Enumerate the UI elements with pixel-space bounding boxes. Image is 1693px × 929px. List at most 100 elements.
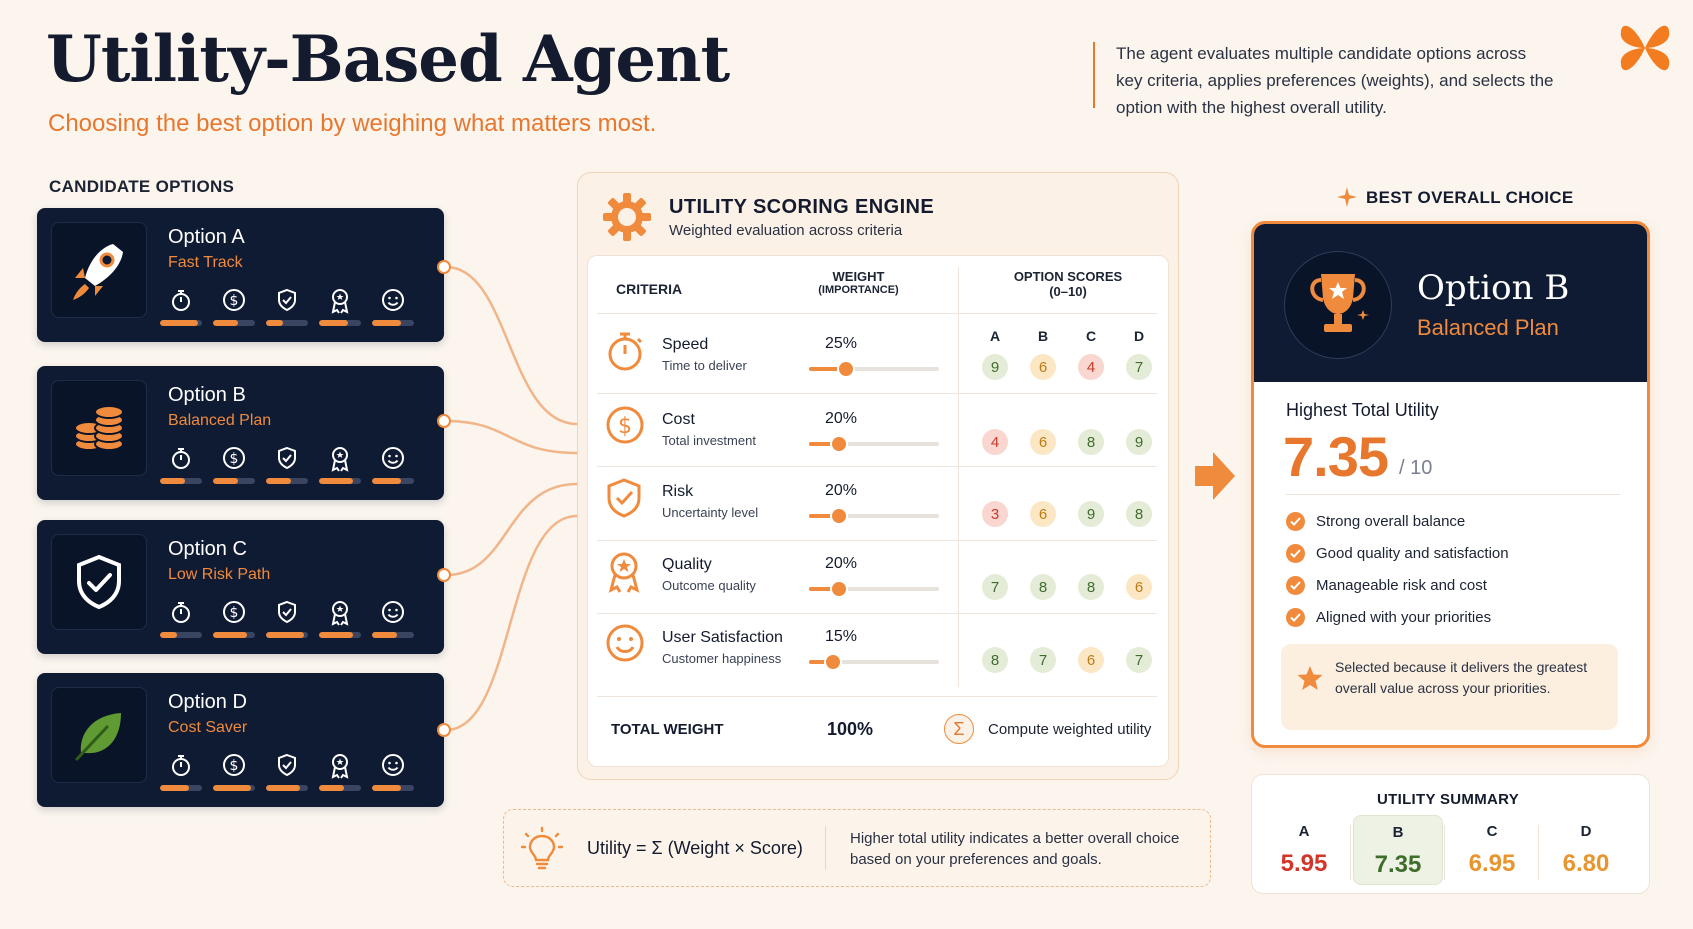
score-b: 6 bbox=[1030, 354, 1056, 380]
dollar-icon: $ bbox=[219, 600, 249, 630]
option-b-port bbox=[437, 414, 451, 428]
arrow-right-icon bbox=[1195, 452, 1235, 500]
dollar-icon: $ bbox=[219, 753, 249, 783]
shield-icon bbox=[272, 600, 302, 630]
score-d: 9 bbox=[1126, 429, 1152, 455]
weight-percent: 20% bbox=[825, 555, 858, 572]
dollar-icon: $ bbox=[219, 288, 249, 318]
page-title: Utility-Based Agent bbox=[46, 22, 730, 97]
svg-text:$: $ bbox=[230, 758, 239, 774]
utility-summary-title: UTILITY SUMMARY bbox=[1377, 791, 1519, 808]
slider-knob[interactable] bbox=[825, 655, 840, 669]
summary-divider bbox=[1538, 825, 1539, 880]
shield-icon bbox=[272, 753, 302, 783]
criteria-name: Speed bbox=[662, 336, 709, 353]
score-d: 7 bbox=[1126, 354, 1152, 380]
score-c: 4 bbox=[1078, 354, 1104, 380]
svg-text:$: $ bbox=[230, 451, 239, 467]
option-col-d: D bbox=[1133, 328, 1145, 344]
option-card-c[interactable]: Option C Low Risk Path $ bbox=[37, 520, 444, 654]
option-card-d[interactable]: Option D Cost Saver $ bbox=[37, 673, 444, 807]
criteria-level-bar bbox=[160, 785, 202, 791]
award-icon bbox=[325, 288, 355, 318]
row-divider bbox=[597, 466, 1157, 467]
summary-label: D bbox=[1580, 823, 1592, 840]
criteria-name: User Satisfaction bbox=[662, 629, 783, 646]
candidate-options-label: CANDIDATE OPTIONS bbox=[49, 177, 235, 196]
weight-slider[interactable] bbox=[809, 509, 939, 523]
option-subtitle: Low Risk Path bbox=[168, 566, 271, 583]
criteria-level-bar bbox=[266, 785, 308, 791]
criteria-level-bar bbox=[319, 785, 361, 791]
formula-divider bbox=[825, 826, 826, 870]
option-col-c: C bbox=[1085, 328, 1097, 344]
award-icon bbox=[605, 550, 643, 599]
stopwatch-icon bbox=[605, 330, 645, 377]
summary-label: C bbox=[1486, 823, 1498, 840]
row-divider bbox=[597, 393, 1157, 394]
weight-percent: 20% bbox=[825, 482, 858, 499]
sparkle-icon bbox=[1337, 187, 1357, 207]
weight-slider[interactable] bbox=[809, 655, 939, 669]
slider-knob[interactable] bbox=[838, 362, 853, 376]
rocket-icon bbox=[51, 222, 147, 318]
formula-box bbox=[503, 809, 1211, 887]
highest-utility-label: Highest Total Utility bbox=[1286, 400, 1439, 420]
weight-header: WEIGHT (IMPORTANCE) bbox=[818, 269, 899, 296]
reason-item: Strong overall balance bbox=[1286, 512, 1465, 531]
divider bbox=[1286, 494, 1620, 495]
stopwatch-icon bbox=[166, 446, 196, 476]
option-subtitle: Balanced Plan bbox=[168, 412, 272, 429]
summary-label: B bbox=[1392, 824, 1404, 841]
utility-summary-panel bbox=[1251, 774, 1650, 894]
slider-knob[interactable] bbox=[832, 582, 846, 596]
svg-text:$: $ bbox=[230, 293, 239, 309]
lightbulb-icon bbox=[520, 826, 564, 870]
engine-subtitle: Weighted evaluation across criteria bbox=[669, 222, 903, 239]
scoring-table bbox=[587, 255, 1169, 767]
criteria-level-bar bbox=[266, 478, 308, 484]
criteria-description: Time to deliver bbox=[662, 358, 747, 373]
option-subtitle: Fast Track bbox=[168, 254, 243, 271]
slider-knob[interactable] bbox=[832, 509, 846, 523]
row-divider bbox=[597, 696, 1157, 697]
engine-title: UTILITY SCORING ENGINE bbox=[669, 196, 935, 218]
summary-value: 7.35 bbox=[1374, 851, 1422, 878]
criteria-description: Total investment bbox=[662, 433, 756, 448]
score-a: 4 bbox=[982, 429, 1008, 455]
score-d: 8 bbox=[1126, 501, 1152, 527]
intro-text: The agent evaluates multiple candidate o… bbox=[1116, 44, 1554, 117]
criteria-level-bar bbox=[319, 632, 361, 638]
weight-slider[interactable] bbox=[809, 362, 939, 376]
criteria-level-bar bbox=[160, 478, 202, 484]
option-card-b[interactable]: Option B Balanced Plan $ bbox=[37, 366, 444, 500]
shield-icon bbox=[272, 288, 302, 318]
criteria-description: Outcome quality bbox=[662, 578, 756, 593]
criteria-name: Cost bbox=[662, 411, 695, 428]
weight-slider[interactable] bbox=[809, 582, 939, 596]
total-weight-value: 100% bbox=[827, 719, 874, 739]
best-option-subtitle: Balanced Plan bbox=[1417, 315, 1559, 340]
summary-divider bbox=[1350, 825, 1351, 880]
criteria-level-bar bbox=[266, 320, 308, 326]
criteria-name: Quality bbox=[662, 556, 712, 573]
scores-header: OPTION SCORES (0–10) bbox=[1013, 269, 1123, 299]
summary-divider bbox=[1444, 825, 1445, 880]
weight-slider[interactable] bbox=[809, 437, 939, 451]
page-subtitle: Choosing the best option by weighing wha… bbox=[48, 110, 657, 137]
compute-utility-button[interactable]: Compute weighted utility bbox=[988, 721, 1152, 738]
slider-knob[interactable] bbox=[832, 437, 846, 451]
score-c: 8 bbox=[1078, 429, 1104, 455]
score-c: 9 bbox=[1078, 501, 1104, 527]
score-a: 3 bbox=[982, 501, 1008, 527]
summary-option-b: B 7.35 bbox=[1353, 815, 1443, 885]
best-choice-header: Option B Balanced Plan bbox=[1254, 224, 1647, 382]
smile-icon bbox=[605, 623, 645, 668]
shield-check-icon bbox=[51, 534, 147, 630]
option-card-a[interactable]: Option A Fast Track $ bbox=[37, 208, 444, 342]
reason-item: Aligned with your priorities bbox=[1286, 608, 1491, 627]
total-weight-label: TOTAL WEIGHT bbox=[611, 721, 724, 738]
option-col-a: A bbox=[989, 328, 1001, 344]
check-icon bbox=[1286, 512, 1305, 531]
sigma-icon[interactable]: Σ bbox=[944, 714, 974, 744]
